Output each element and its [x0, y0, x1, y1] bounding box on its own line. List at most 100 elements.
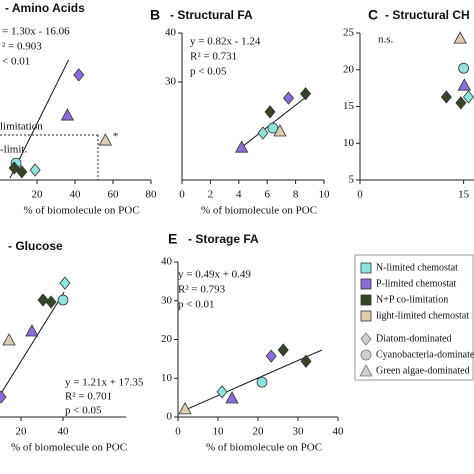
point: [257, 126, 269, 140]
point: [265, 349, 277, 363]
annotation: *: [113, 131, 119, 143]
x-tick-label: 0: [179, 189, 185, 201]
x-tick-label: 4: [236, 189, 242, 201]
annotation: n.s.: [378, 34, 394, 46]
legend-swatch: [360, 278, 372, 290]
point: [264, 105, 276, 119]
y-tick-label: 40: [161, 256, 173, 268]
fit-line: [184, 349, 323, 411]
point: [25, 324, 39, 337]
y-tick-label: 20: [343, 63, 355, 75]
legend-label: light-limited chemostat: [376, 310, 469, 321]
y-tick-label: 30: [165, 76, 177, 88]
legend-marker: [359, 364, 373, 377]
annotation: y = 1.21x + 17.35: [65, 377, 144, 389]
x-tick-label: 80: [146, 189, 158, 201]
legend-label: Green algae-dominated: [376, 365, 470, 376]
annotation: ² = 0.903: [2, 41, 42, 53]
point: [282, 91, 295, 105]
point: [277, 343, 289, 357]
y-tick-label: 25: [343, 27, 355, 39]
legend-label: P-limited chemostat: [376, 278, 456, 289]
panel-title: - Storage FA: [188, 232, 259, 246]
point: [45, 295, 57, 309]
annotation: p < 0.05: [190, 66, 227, 78]
x-tick-label: 6: [264, 189, 270, 201]
legend-swatch: [360, 310, 372, 322]
annotation: y = 0.82x - 1.24: [190, 36, 261, 48]
panel-title: - Glucose: [8, 239, 63, 253]
point: [457, 78, 472, 91]
panel-letter: E: [168, 231, 177, 247]
annotation: p < 0.01: [178, 299, 214, 311]
x-axis-label: % of biomolecule on POC: [23, 205, 139, 217]
y-tick-label: 20: [161, 333, 173, 345]
point: [273, 124, 287, 137]
legend-swatch: [360, 294, 372, 306]
annotation: y = 0.49x + 0.49: [178, 269, 251, 281]
point: [60, 108, 75, 121]
point: [16, 165, 28, 179]
legend-marker: [360, 349, 372, 361]
x-tick-label: 20: [16, 426, 28, 438]
y-tick-label: 30: [161, 294, 173, 306]
point: [440, 90, 452, 104]
x-tick-label: 20: [253, 426, 265, 438]
y-tick-label: 0: [167, 411, 173, 423]
y-tick-label: 40: [165, 27, 177, 39]
legend-box: [354, 254, 474, 381]
legend-label: N+P co-limitation: [376, 294, 448, 305]
point: [37, 293, 49, 307]
point: [458, 62, 470, 74]
annotation: = 1.30x - 16.06: [2, 26, 70, 38]
x-tick-label: 0: [175, 426, 181, 438]
x-tick-label: 40: [58, 426, 70, 438]
x-tick-label: 20: [32, 189, 44, 201]
legend-label: Cyanobacteria-dominated: [376, 349, 474, 360]
point: [2, 333, 16, 346]
point: [0, 390, 7, 404]
annotation: R² = 0.731: [190, 51, 237, 63]
x-tick-label: 10: [319, 189, 331, 201]
panel-title: - Structural CH: [385, 8, 470, 22]
point: [8, 161, 20, 175]
x-tick-label: 8: [293, 189, 299, 201]
x-tick-label: 2: [208, 189, 214, 201]
point: [73, 68, 85, 82]
point: [178, 402, 192, 415]
panel-title: - Amino Acids: [5, 1, 85, 15]
point: [300, 354, 312, 368]
x-tick-label: 15: [458, 189, 470, 201]
x-tick-label: 60: [108, 189, 120, 201]
legend-label: Diatom-dominated: [376, 333, 452, 344]
y-tick-label: 10: [343, 137, 355, 149]
fit-line: [9, 59, 69, 179]
fit-line: [0, 291, 65, 396]
x-axis-label: % of biomolecule on POC: [11, 442, 127, 454]
point: [98, 133, 113, 146]
y-tick-label: 5: [349, 174, 355, 186]
y-tick-label: 10: [161, 372, 173, 384]
y-tick-label: 15: [343, 100, 355, 112]
point: [453, 31, 467, 44]
x-tick-label: 0: [357, 189, 363, 201]
point: [462, 90, 474, 104]
x-tick-label: 40: [70, 189, 82, 201]
point: [225, 391, 239, 404]
point: [234, 140, 249, 153]
point: [256, 376, 268, 388]
x-tick-label: 40: [333, 426, 345, 438]
legend-marker: [360, 332, 372, 346]
point: [57, 294, 69, 306]
point: [29, 163, 41, 177]
x-axis-label: % of biomolecule on POC: [201, 205, 317, 217]
annotation: limitation: [0, 121, 43, 133]
point: [59, 276, 71, 290]
annotation: -limit.: [0, 144, 27, 156]
legend-swatch: [360, 262, 372, 274]
point: [300, 87, 312, 101]
panel-title: - Structural FA: [170, 8, 253, 22]
panel-letter: B: [150, 7, 160, 23]
